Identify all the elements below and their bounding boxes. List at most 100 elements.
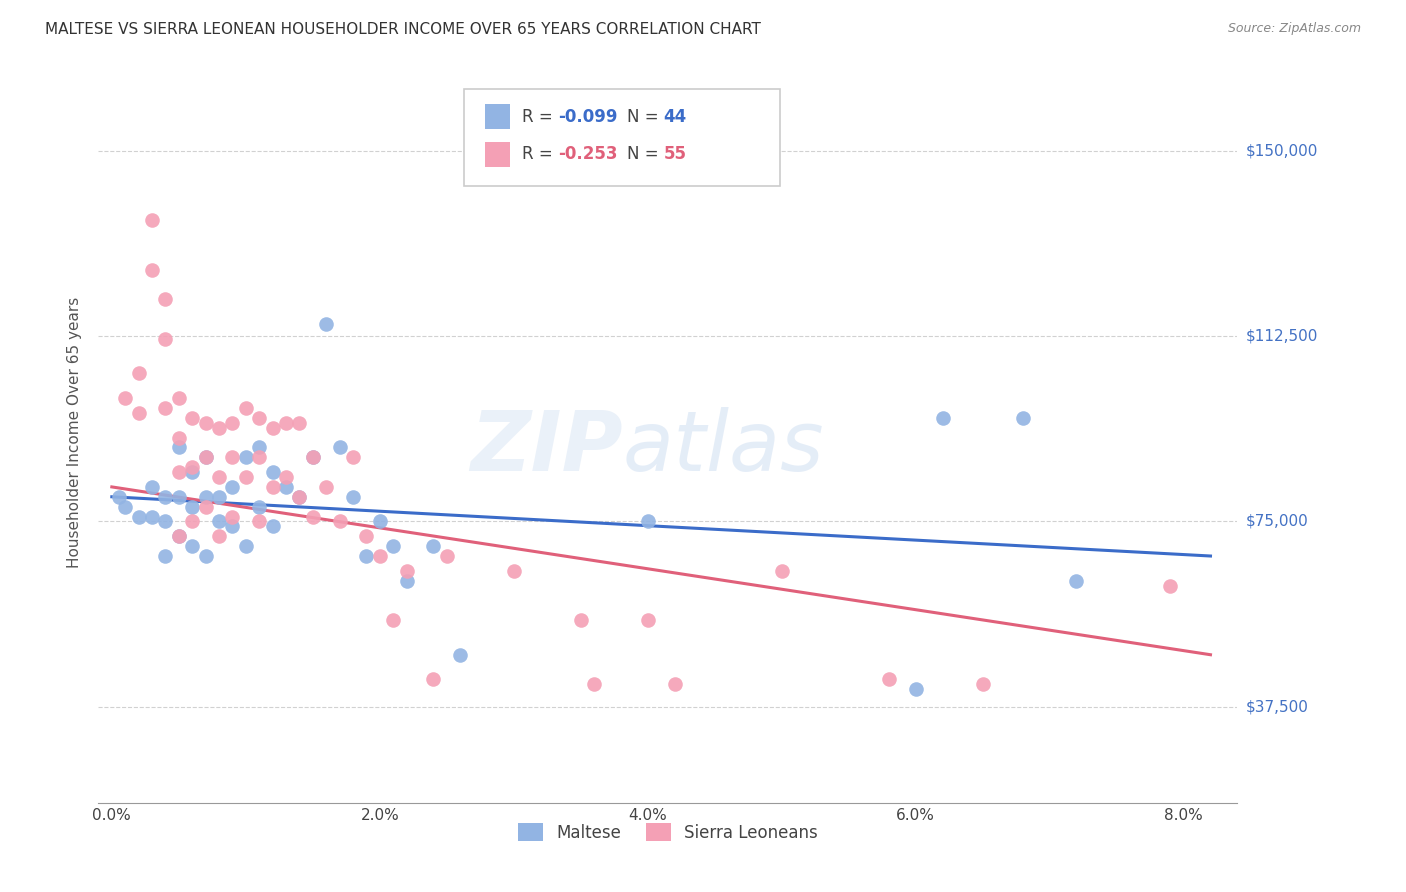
Point	[208, 529, 231, 543]
Point	[569, 613, 592, 627]
Text: N =: N =	[627, 145, 664, 163]
Point	[637, 515, 659, 529]
Point	[315, 480, 337, 494]
Point	[141, 480, 163, 494]
Point	[194, 490, 217, 504]
Text: $75,000: $75,000	[1246, 514, 1309, 529]
Point	[972, 677, 994, 691]
Point	[1159, 579, 1181, 593]
Point	[221, 416, 243, 430]
Point	[247, 441, 270, 455]
Point	[155, 293, 177, 307]
Point	[395, 564, 418, 578]
Point	[141, 509, 163, 524]
Point	[167, 431, 190, 445]
Point	[221, 519, 243, 533]
Point	[235, 470, 257, 484]
Point	[368, 549, 391, 563]
Point	[301, 509, 323, 524]
Point	[274, 480, 297, 494]
Point	[194, 416, 217, 430]
Point	[274, 470, 297, 484]
Point	[395, 574, 418, 588]
Text: 44: 44	[664, 108, 688, 126]
Text: MALTESE VS SIERRA LEONEAN HOUSEHOLDER INCOME OVER 65 YEARS CORRELATION CHART: MALTESE VS SIERRA LEONEAN HOUSEHOLDER IN…	[45, 22, 761, 37]
Point	[262, 465, 284, 479]
Point	[315, 317, 337, 331]
Point	[155, 401, 177, 415]
Point	[342, 490, 364, 504]
Text: atlas: atlas	[623, 407, 824, 488]
Point	[181, 410, 204, 425]
Y-axis label: Householder Income Over 65 years: Householder Income Over 65 years	[67, 297, 83, 568]
Point	[301, 450, 323, 465]
Legend: Maltese, Sierra Leoneans: Maltese, Sierra Leoneans	[509, 815, 827, 850]
Text: -0.099: -0.099	[558, 108, 617, 126]
Point	[141, 262, 163, 277]
Text: N =: N =	[627, 108, 664, 126]
Point	[274, 416, 297, 430]
Text: $37,500: $37,500	[1246, 699, 1309, 714]
Point	[235, 401, 257, 415]
Point	[167, 529, 190, 543]
Point	[1066, 574, 1088, 588]
Point	[181, 539, 204, 553]
Point	[208, 490, 231, 504]
Point	[301, 450, 323, 465]
Point	[208, 470, 231, 484]
Point	[235, 450, 257, 465]
Point	[262, 420, 284, 434]
Text: R =: R =	[522, 108, 558, 126]
Point	[155, 332, 177, 346]
Point	[247, 515, 270, 529]
Point	[128, 509, 150, 524]
Point	[288, 490, 311, 504]
Point	[181, 515, 204, 529]
Point	[194, 549, 217, 563]
Point	[141, 213, 163, 227]
Point	[329, 441, 352, 455]
Point	[208, 420, 231, 434]
Point	[128, 406, 150, 420]
Point	[221, 480, 243, 494]
Point	[1012, 410, 1035, 425]
Point	[288, 490, 311, 504]
Point	[329, 515, 352, 529]
Point	[181, 500, 204, 514]
Point	[235, 539, 257, 553]
Point	[107, 490, 129, 504]
Point	[877, 673, 900, 687]
Point	[167, 441, 190, 455]
Point	[167, 465, 190, 479]
Point	[931, 410, 953, 425]
Point	[382, 613, 405, 627]
Text: ZIP: ZIP	[470, 407, 623, 488]
Point	[356, 529, 378, 543]
Point	[904, 682, 927, 697]
Point	[422, 673, 444, 687]
Text: $112,500: $112,500	[1246, 329, 1317, 344]
Point	[262, 480, 284, 494]
Point	[262, 519, 284, 533]
Point	[128, 367, 150, 381]
Point	[194, 500, 217, 514]
Point	[449, 648, 471, 662]
Point	[436, 549, 458, 563]
Point	[167, 490, 190, 504]
Point	[155, 515, 177, 529]
Point	[194, 450, 217, 465]
Point	[181, 460, 204, 475]
Point	[247, 450, 270, 465]
Point	[167, 529, 190, 543]
Point	[637, 613, 659, 627]
Point	[583, 677, 606, 691]
Point	[194, 450, 217, 465]
Point	[221, 450, 243, 465]
Text: 55: 55	[664, 145, 686, 163]
Point	[155, 490, 177, 504]
Text: $150,000: $150,000	[1246, 144, 1317, 159]
Text: -0.253: -0.253	[558, 145, 617, 163]
Point	[208, 515, 231, 529]
Text: R =: R =	[522, 145, 558, 163]
Text: Source: ZipAtlas.com: Source: ZipAtlas.com	[1227, 22, 1361, 36]
